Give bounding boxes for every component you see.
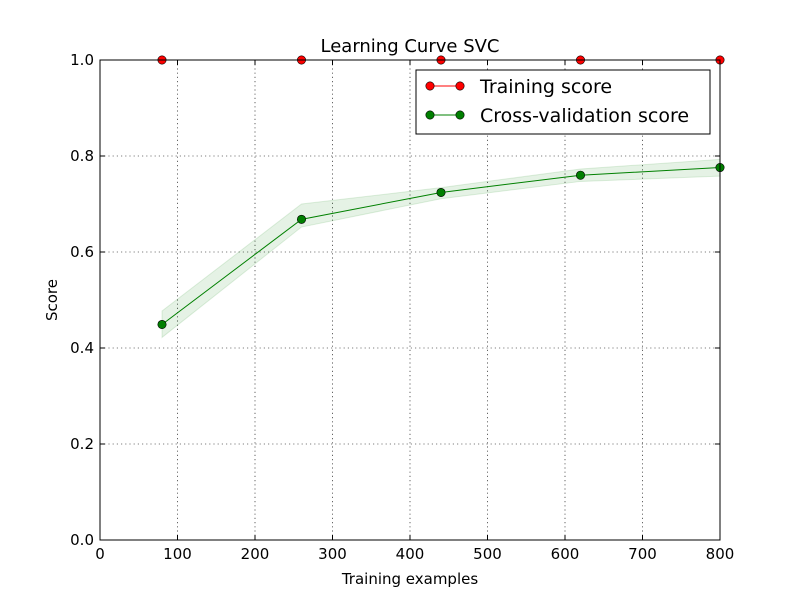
chart-title: Learning Curve SVC: [321, 36, 500, 57]
y-tick-label: 0.4: [70, 339, 94, 357]
cross-validation-score-point: [296, 214, 306, 224]
legend-box: [415, 69, 711, 135]
legend-label-training: Training score: [479, 76, 612, 98]
axis-ticks: 0 100 200 300 400 500 600 700 800 0.0 0.2 0.4 0.6 0.8…: [70, 51, 734, 563]
legend-marker-cv-right: [455, 110, 465, 120]
grid: [100, 60, 720, 540]
cross-validation-score-point: [157, 319, 167, 329]
y-tick-label: 0.8: [70, 147, 94, 165]
y-axis-label: Score: [43, 279, 61, 321]
legend-marker-cv-left: [425, 110, 435, 120]
series-markers: [157, 55, 725, 329]
cross-validation-score-point: [436, 187, 446, 197]
y-tick-label: 0.2: [70, 435, 94, 453]
legend-marker-training-left: [425, 81, 435, 91]
x-tick-label: 0: [95, 545, 105, 563]
legend: Training score Cross-validation score: [415, 69, 711, 135]
y-tick-label: 1.0: [70, 51, 94, 69]
x-tick-label: 200: [241, 545, 270, 563]
x-tick-label: 400: [396, 545, 425, 563]
cross-validation-score-band: [161, 158, 721, 339]
x-tick-label: 800: [706, 545, 735, 563]
x-axis-label: Training examples: [341, 570, 479, 588]
x-tick-label: 700: [628, 545, 657, 563]
x-tick-label: 100: [163, 545, 192, 563]
x-tick-label: 500: [473, 545, 502, 563]
x-tick-label: 600: [551, 545, 580, 563]
legend-marker-training-right: [455, 81, 465, 91]
y-tick-label: 0.0: [70, 531, 94, 549]
cross-validation-score-point: [575, 170, 585, 180]
x-tick-label: 300: [318, 545, 347, 563]
y-tick-label: 0.6: [70, 243, 94, 261]
legend-label-cv: Cross-validation score: [480, 105, 689, 127]
